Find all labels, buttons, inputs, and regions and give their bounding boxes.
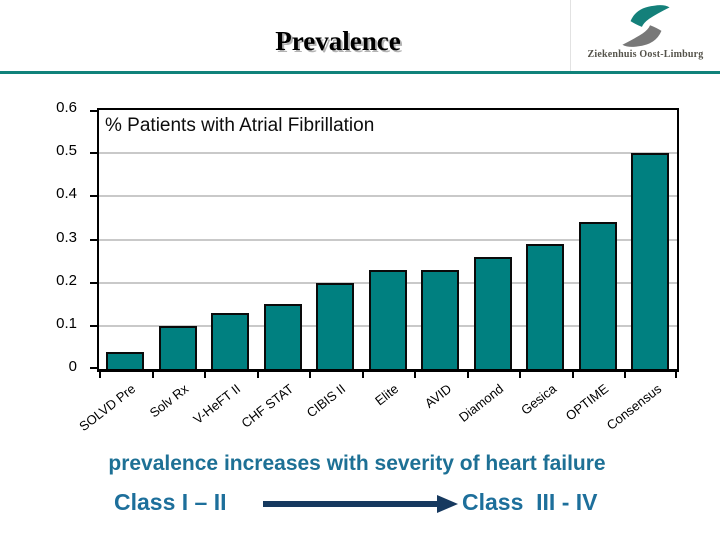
slide-title: Prevalence bbox=[275, 26, 401, 56]
footer-caption: prevalence increases with severity of he… bbox=[108, 452, 606, 475]
x-axis-tick bbox=[151, 372, 154, 378]
bar-Consensus bbox=[631, 153, 670, 369]
y-axis-tick bbox=[90, 324, 97, 327]
x-axis-tick bbox=[571, 372, 574, 378]
logo-name: Ziekenhuis Oost-Limburg bbox=[587, 49, 704, 60]
y-tick-label: 0.1 bbox=[56, 314, 77, 332]
x-axis-tick bbox=[414, 372, 417, 378]
y-tick-label: 0.2 bbox=[56, 271, 77, 289]
y-axis-tick bbox=[90, 238, 97, 241]
bar-CHF STAT bbox=[263, 304, 302, 369]
y-tick-label: 0 bbox=[68, 358, 77, 375]
y-tick-label: 0.5 bbox=[56, 142, 77, 160]
divider-rule bbox=[0, 71, 720, 74]
y-axis-tick bbox=[90, 152, 97, 155]
plot-area: % Patients with Atrial Fibrillation bbox=[90, 108, 679, 378]
gridline bbox=[99, 195, 677, 198]
x-axis-tick bbox=[99, 372, 101, 378]
class-right-label: Class III - IV bbox=[462, 489, 598, 515]
x-axis-tick bbox=[361, 372, 364, 378]
bar-CIBIS II bbox=[316, 283, 355, 369]
bar-Gesica bbox=[526, 244, 565, 369]
y-tick-label: 0.3 bbox=[56, 228, 77, 246]
y-axis-tick bbox=[90, 367, 97, 369]
y-tick-label: 0.4 bbox=[56, 185, 77, 203]
y-axis-labels: 0.6 0.5 0.4 0.3 0.2 0.1 0 bbox=[0, 99, 89, 375]
bar-V-HeFT II bbox=[211, 313, 250, 369]
class-left-label: Class I – II bbox=[114, 489, 227, 515]
y-axis-tick bbox=[90, 195, 97, 198]
logo-gray-shape bbox=[621, 25, 661, 47]
logo-box: Ziekenhuis Oost-Limburg bbox=[570, 0, 720, 71]
x-axis-tick bbox=[256, 372, 259, 378]
x-axis-labels: SOLVD Pre Solv Rx V-HeFT II CHF STAT CIBIS I… bbox=[77, 372, 675, 456]
y-axis-tick bbox=[90, 110, 97, 112]
x-axis-tick bbox=[466, 372, 469, 378]
bar-SOLVD Pre bbox=[106, 352, 144, 369]
bar-AVID bbox=[421, 270, 460, 369]
x-axis-tick bbox=[675, 372, 677, 378]
right-arrow-icon bbox=[263, 495, 458, 513]
gridline bbox=[99, 152, 677, 155]
gridline bbox=[99, 238, 677, 241]
x-axis-tick bbox=[309, 372, 312, 378]
y-tick-label: 0.6 bbox=[56, 99, 77, 116]
y-axis-tick bbox=[90, 281, 97, 284]
x-axis-tick bbox=[519, 372, 522, 378]
x-axis-tick bbox=[624, 372, 627, 378]
bar-Solv Rx bbox=[158, 326, 197, 369]
arrow-shaft bbox=[263, 501, 439, 507]
bar-OPTIME bbox=[578, 222, 617, 369]
chart-title: % Patients with Atrial Fibrillation bbox=[105, 115, 375, 136]
arrow-head bbox=[437, 495, 458, 513]
logo-teal-shape bbox=[630, 5, 670, 27]
bar-Diamond bbox=[473, 257, 512, 369]
x-axis-tick bbox=[204, 372, 207, 378]
arrow-wrap bbox=[263, 493, 459, 520]
hospital-logo-icon bbox=[621, 5, 670, 47]
bar-Elite bbox=[368, 270, 407, 369]
